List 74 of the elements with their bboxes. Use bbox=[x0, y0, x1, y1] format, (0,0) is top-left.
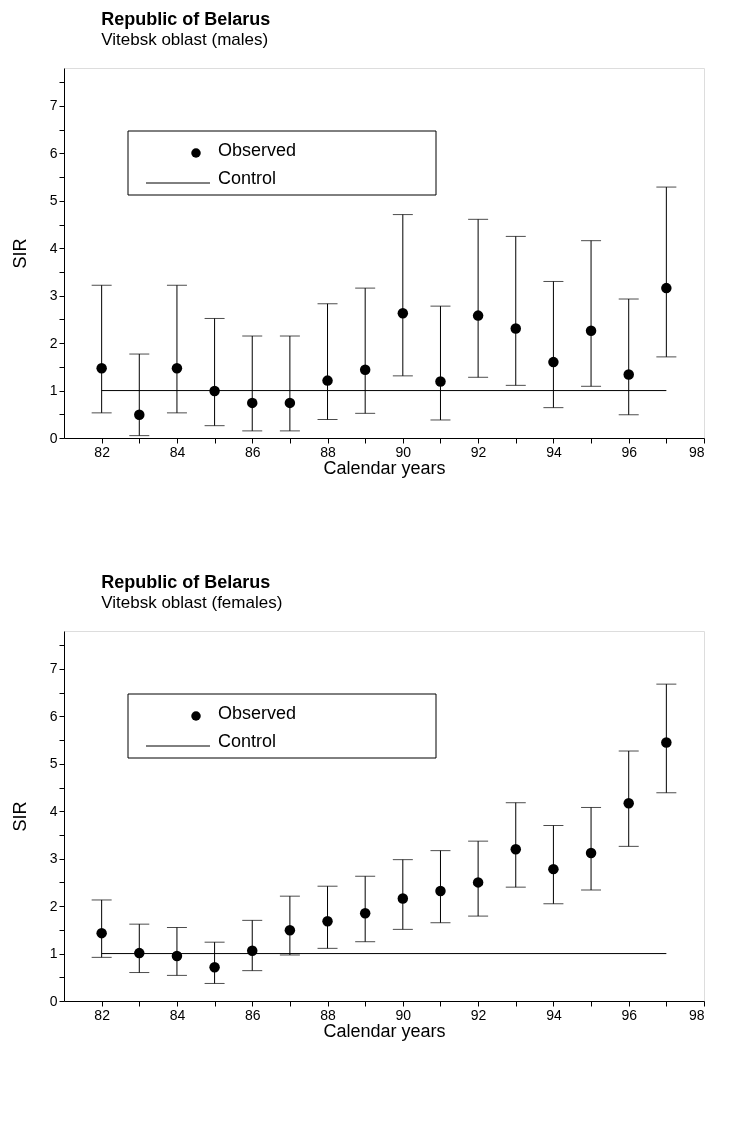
point bbox=[284, 397, 296, 409]
y-tick-label: 7 bbox=[49, 660, 58, 677]
point bbox=[209, 962, 220, 973]
x-tick-label: 98 bbox=[688, 1006, 705, 1023]
y-tick-label: 2 bbox=[49, 334, 58, 351]
x-tick-label: 92 bbox=[470, 443, 487, 460]
x-tick-label: 88 bbox=[320, 1006, 337, 1023]
point bbox=[284, 925, 296, 936]
point bbox=[96, 927, 107, 939]
y-tick-label: 5 bbox=[49, 755, 58, 772]
point bbox=[359, 364, 371, 375]
chart-subtitle: Vitebsk oblast (males) bbox=[101, 30, 269, 49]
point bbox=[435, 376, 446, 387]
y-tick-label: 5 bbox=[49, 192, 58, 209]
y-axis-title: SIR bbox=[9, 238, 30, 269]
chart-subtitle: Vitebsk oblast (females) bbox=[101, 593, 283, 612]
point bbox=[548, 863, 559, 875]
legend-label: Control bbox=[218, 168, 277, 188]
x-tick-label: 92 bbox=[470, 1006, 487, 1023]
x-axis-title: Calendar years bbox=[323, 1020, 446, 1041]
x-axis-title: Calendar years bbox=[323, 457, 446, 478]
point bbox=[322, 916, 333, 927]
chart-title: Republic of Belarus bbox=[101, 572, 271, 592]
x-tick-label: 96 bbox=[621, 443, 638, 460]
legend-label: Observed bbox=[218, 703, 297, 723]
point bbox=[96, 363, 107, 374]
point bbox=[246, 397, 258, 409]
x-tick-label: 88 bbox=[320, 443, 337, 460]
y-tick-label: 3 bbox=[49, 287, 58, 304]
x-tick-label: 90 bbox=[395, 443, 412, 460]
x-tick-label: 94 bbox=[546, 1006, 562, 1023]
point bbox=[585, 325, 597, 337]
y-tick-label: 3 bbox=[49, 850, 58, 867]
x-tick-label: 84 bbox=[169, 443, 186, 460]
x-tick-label: 86 bbox=[244, 443, 261, 460]
y-axis-title: SIR bbox=[9, 801, 30, 832]
point bbox=[134, 409, 145, 420]
point bbox=[171, 363, 183, 374]
x-tick-label: 82 bbox=[94, 443, 111, 460]
point bbox=[510, 843, 522, 855]
legend-label: Observed bbox=[218, 140, 297, 160]
legend-label: Control bbox=[218, 731, 277, 751]
x-tick-label: 82 bbox=[94, 1006, 111, 1023]
point bbox=[661, 282, 672, 294]
point bbox=[472, 877, 484, 888]
point bbox=[661, 737, 672, 748]
y-tick-label: 1 bbox=[49, 382, 58, 399]
point bbox=[397, 308, 409, 319]
point bbox=[548, 356, 559, 368]
point bbox=[585, 847, 597, 859]
point bbox=[472, 310, 484, 321]
chart-title: Republic of Belarus bbox=[101, 9, 271, 29]
y-tick-label: 1 bbox=[49, 945, 58, 962]
x-tick-label: 96 bbox=[621, 1006, 638, 1023]
y-tick-label: 6 bbox=[49, 707, 58, 724]
y-tick-label: 4 bbox=[49, 239, 58, 256]
point bbox=[623, 797, 634, 809]
point bbox=[322, 375, 333, 386]
point bbox=[397, 893, 409, 904]
point bbox=[435, 885, 446, 897]
y-tick-label: 7 bbox=[49, 97, 58, 114]
y-tick-label: 2 bbox=[49, 897, 58, 914]
x-tick-label: 84 bbox=[169, 1006, 186, 1023]
point bbox=[510, 323, 522, 334]
point bbox=[623, 369, 634, 380]
x-tick-label: 94 bbox=[546, 443, 562, 460]
x-tick-label: 90 bbox=[395, 1006, 412, 1023]
point bbox=[359, 908, 371, 919]
y-tick-label: 4 bbox=[49, 802, 58, 819]
y-tick-label: 0 bbox=[49, 429, 58, 446]
x-tick-label: 86 bbox=[244, 1006, 261, 1023]
x-tick-label: 98 bbox=[688, 443, 705, 460]
y-tick-label: 6 bbox=[49, 144, 58, 161]
y-tick-label: 0 bbox=[49, 992, 58, 1009]
